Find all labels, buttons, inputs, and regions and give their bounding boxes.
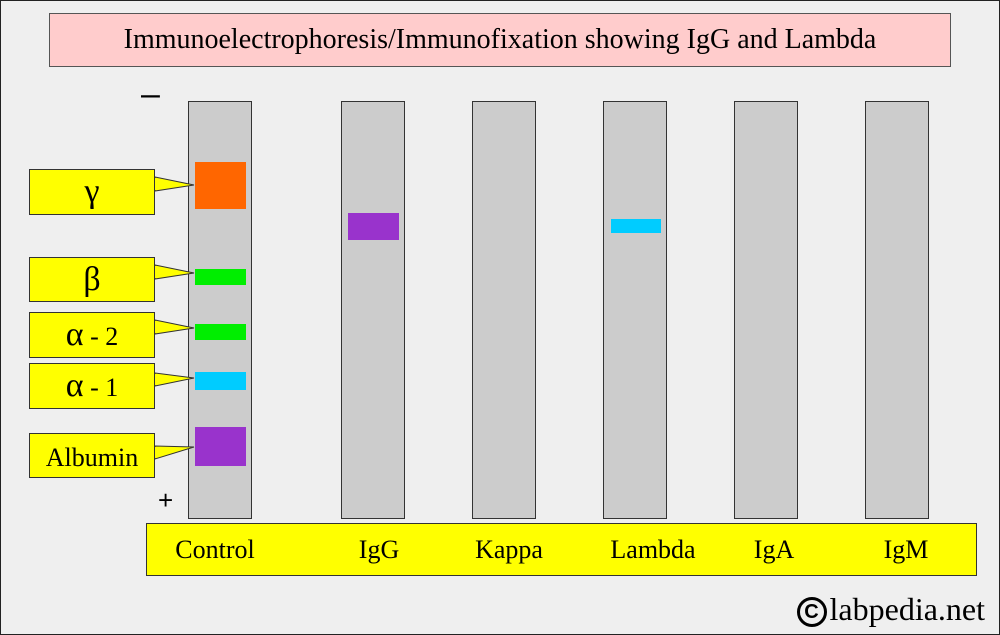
copyright-icon: C (796, 597, 827, 627)
callout-albumin-label: Albumin (45, 443, 139, 472)
negative-pole-label: – (141, 75, 160, 113)
control-band-alpha-2 (195, 324, 246, 340)
lane-label-igg: IgG (358, 535, 400, 564)
lane-label-igm: IgM (883, 535, 929, 564)
lane-kappa (472, 101, 536, 519)
lane-control (188, 101, 252, 519)
positive-pole-label: + (158, 485, 174, 515)
control-band-alpha-1 (195, 372, 246, 390)
lambda-band (611, 219, 661, 233)
callout-alpha-1-symbol: α (65, 367, 84, 404)
callout-beta-symbol: β (83, 261, 101, 298)
callout-alpha-2: α - 2 (29, 312, 155, 358)
lane-label-lambda: Lambda (610, 535, 696, 564)
lane-label-iga: IgA (753, 535, 795, 564)
callout-beta: β (29, 257, 155, 302)
control-band-beta (195, 269, 246, 285)
lane-iga (734, 101, 798, 519)
callout-alpha-1-suffix: - 1 (83, 373, 119, 402)
callout-albumin: Albumin (29, 433, 155, 478)
callout-gamma: γ (29, 169, 155, 215)
lane-lambda (603, 101, 667, 519)
callout-alpha-2-suffix: - 2 (83, 322, 119, 351)
lane-label-kappa: Kappa (475, 535, 543, 564)
callout-alpha-1: α - 1 (29, 363, 155, 409)
callout-gamma-symbol: γ (84, 173, 100, 210)
lane-label-control: Control (175, 535, 255, 564)
credit-text: labpedia.net (829, 591, 985, 627)
callout-alpha-2-symbol: α (65, 316, 84, 353)
lane-igg (341, 101, 405, 519)
control-band-albumin (195, 427, 246, 466)
lane-igm (865, 101, 929, 519)
igg-band (348, 213, 399, 240)
diagram-title: Immunoelectrophoresis/Immunofixation sho… (49, 13, 951, 67)
control-band-gamma (195, 162, 246, 209)
lane-label-bar: Control IgG Kappa Lambda IgA IgM (146, 523, 977, 576)
